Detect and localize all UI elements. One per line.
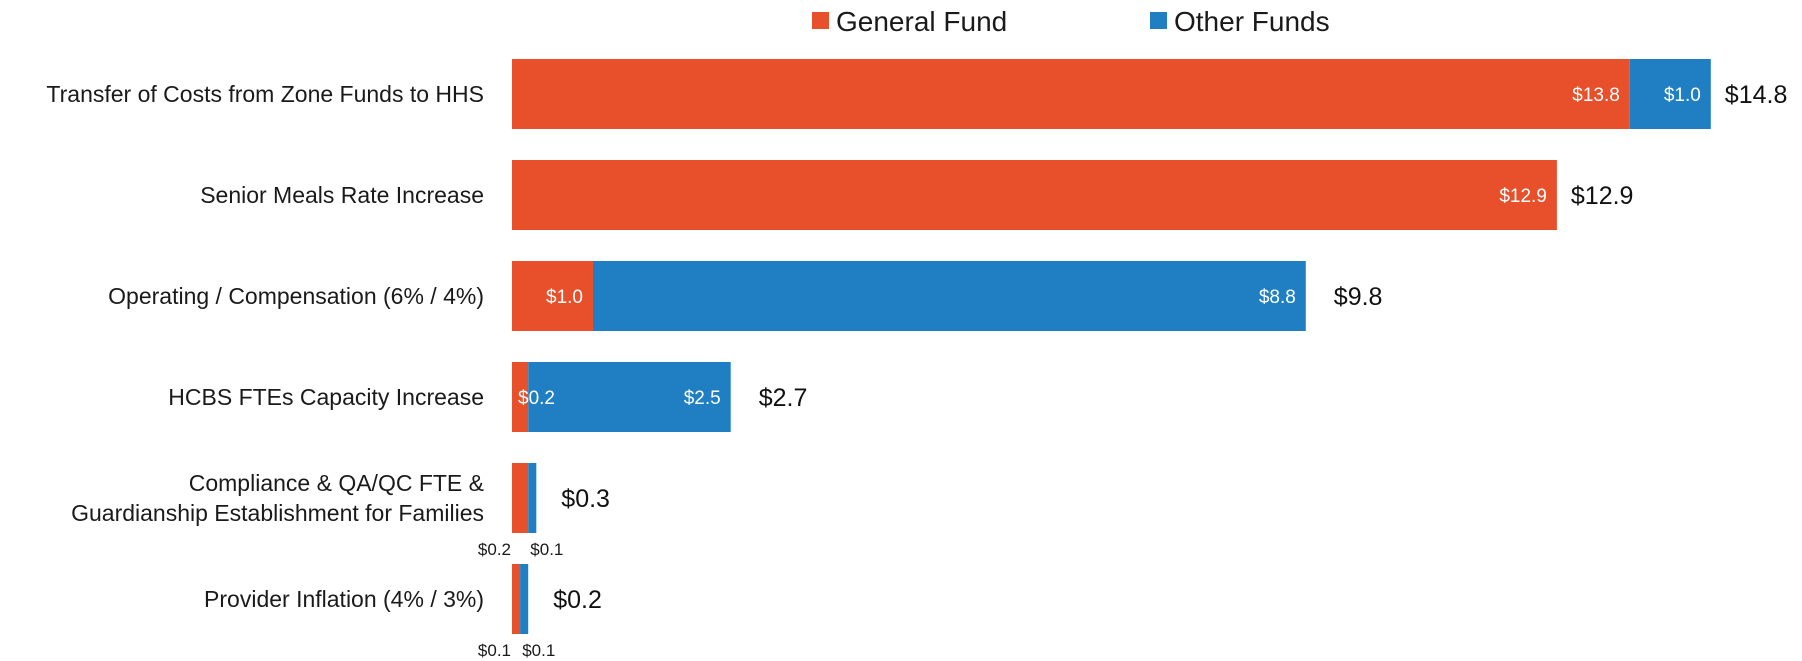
bar-segment xyxy=(520,564,529,634)
data-label: $1.0 xyxy=(1664,85,1701,106)
data-label: $12.9 xyxy=(1499,186,1547,207)
category-label: Provider Inflation (4% / 3%) xyxy=(204,586,484,612)
total-label: $14.8 xyxy=(1725,81,1788,109)
bar-segment xyxy=(528,362,731,432)
data-label: $0.1 xyxy=(522,641,555,660)
total-label: $2.7 xyxy=(759,384,808,412)
legend-label-1: Other Funds xyxy=(1174,6,1330,37)
data-label: $0.2 xyxy=(518,388,555,409)
category-label: Transfer of Costs from Zone Funds to HHS xyxy=(46,81,484,107)
category-labels: Transfer of Costs from Zone Funds to HHS… xyxy=(46,81,484,612)
data-labels: $13.8 $1.0 $12.9 $1.0 $8.8 $0.2 $2.5 $0.2 $0.1 $0… xyxy=(478,85,1701,660)
data-label: $1.0 xyxy=(546,287,583,308)
bar-segment xyxy=(512,59,1630,129)
legend: General Fund Other Funds xyxy=(812,6,1330,37)
legend-swatch-1 xyxy=(1150,12,1167,29)
total-label: $12.9 xyxy=(1571,182,1634,210)
data-label: $13.8 xyxy=(1572,85,1620,106)
bars xyxy=(512,59,1711,634)
legend-label-0: General Fund xyxy=(836,6,1007,37)
total-labels: $14.8 $12.9 $9.8 $2.7 $0.3 $0.2 xyxy=(553,81,1787,614)
total-label: $0.2 xyxy=(553,586,602,614)
category-label: Operating / Compensation (6% / 4%) xyxy=(108,283,484,309)
data-label: $0.1 xyxy=(478,641,511,660)
category-label: Compliance & QA/QC FTE & xyxy=(189,470,484,496)
category-label: Guardianship Establishment for Families xyxy=(71,500,484,526)
data-label: $0.1 xyxy=(530,540,563,559)
data-label: $8.8 xyxy=(1259,287,1296,308)
total-label: $0.3 xyxy=(561,485,610,513)
category-label: HCBS FTEs Capacity Increase xyxy=(168,384,484,410)
bar-segment xyxy=(512,463,529,533)
total-label: $9.8 xyxy=(1334,283,1383,311)
bar-segment xyxy=(1629,59,1711,129)
bar-segment xyxy=(593,261,1306,331)
data-label: $2.5 xyxy=(684,388,721,409)
bar-segment xyxy=(512,362,529,432)
legend-swatch-0 xyxy=(812,12,829,29)
data-label: $0.2 xyxy=(478,540,511,559)
bar-segment xyxy=(512,261,593,331)
bar-segment xyxy=(512,160,1557,230)
bar-segment xyxy=(528,463,537,533)
bar-segment xyxy=(512,564,521,634)
category-label: Senior Meals Rate Increase xyxy=(200,182,484,208)
